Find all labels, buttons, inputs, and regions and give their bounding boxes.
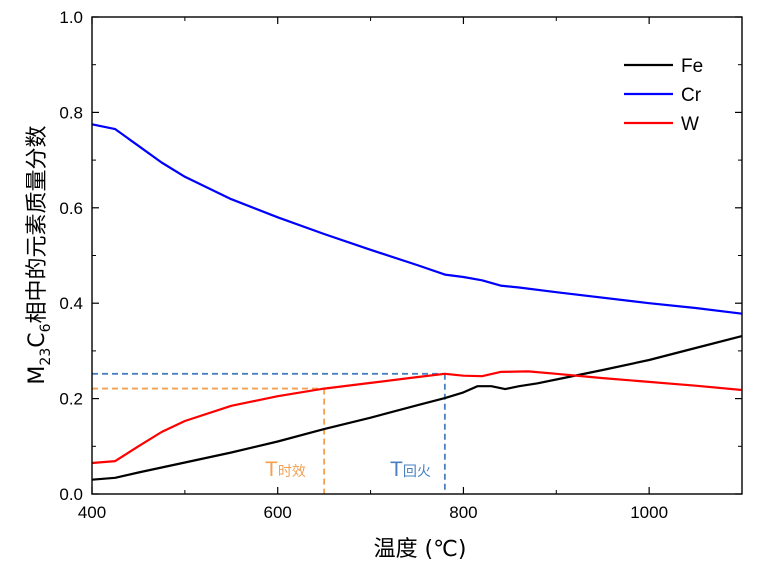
y-axis-title-c: C [25,332,50,347]
annotation-aging-sub: 时效 [278,464,306,480]
y-tick-label-3: 0.6 [59,199,83,218]
annotation-tempering-t: T [390,458,403,481]
legend-label-cr: Cr [681,85,702,106]
y-tick-label-4: 0.8 [59,103,83,122]
annotation-aging-t: T [265,458,278,481]
y-tick-label-5: 1.0 [59,8,83,27]
x-tick-label-400: 400 [78,503,106,522]
svg-text:M23C6相中的元素质量分数: M23C6相中的元素质量分数 [25,125,54,384]
x-tick-label-1000: 1000 [630,503,668,522]
plot-frame [91,16,743,495]
y-axis-title-sub1: 23 [38,348,54,366]
x-tick-label-600: 600 [264,503,292,522]
series-line-cr [91,123,743,315]
legend: Fe Cr W [624,56,703,135]
x-axis-title: 温度 (℃) [374,537,467,562]
y-tick-label-1: 0.2 [59,390,83,409]
x-tick-label-800: 800 [449,503,477,522]
y-axis-title-sub2: 6 [38,323,54,332]
annotation-aging: T时效 [265,458,306,481]
legend-label-w: W [681,114,699,135]
legend-label-fe: Fe [681,56,703,77]
y-axis-title-m: M [25,366,50,385]
annotation-tempering-sub: 回火 [403,464,431,480]
y-axis-title: M23C6相中的元素质量分数 [25,125,54,384]
y-tick-label-2: 0.4 [59,294,83,313]
annotation-tempering: T回火 [390,458,431,481]
y-tick-label-0: 0.0 [59,485,83,504]
series-line-fe [91,335,743,481]
series-line-w [91,370,743,465]
y-axis-title-rest: 相中的元素质量分数 [25,125,50,323]
